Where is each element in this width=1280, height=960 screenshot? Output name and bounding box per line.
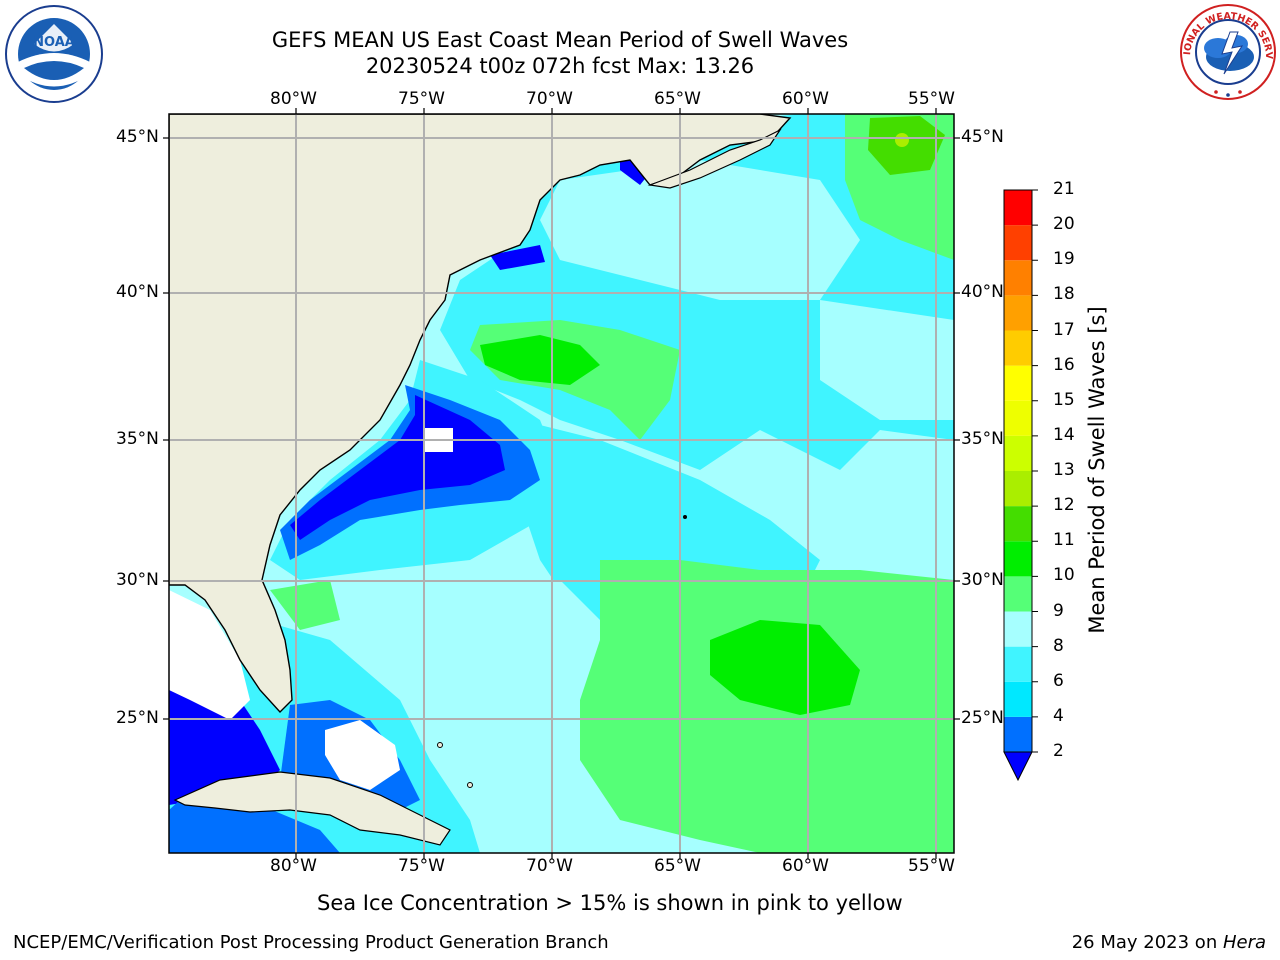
lat-label-left-25n: 25°N [116,708,159,728]
colorbar-tick-label: 15 [1053,389,1075,410]
lon-label-bottom-60w: 60°W [782,856,829,876]
colorbar-segment [1004,260,1032,296]
colorbar-segment [1004,400,1032,436]
colorbar-segment [1004,225,1032,261]
colorbar-segment [1004,365,1032,401]
map-ticks [163,108,960,859]
lat-label-left-30n: 30°N [116,570,159,590]
bahamas-nodata [325,720,400,790]
svg-text:NOAA: NOAA [33,35,75,50]
swell-zone-8-9-mid [540,160,860,300]
colorbar-tick-label: 17 [1053,319,1075,340]
colorbar-tick-label: 18 [1053,284,1075,305]
colorbar-tick-label: 14 [1053,424,1075,445]
footer-credit: NCEP/EMC/Verification Post Processing Pr… [13,932,609,953]
footer-date: 26 May 2023 on Hera [1072,932,1266,953]
map-frame [168,113,955,854]
swell-zone-9-10-coastal [270,580,340,630]
colorbar-segment [1004,611,1032,647]
lon-label-bottom-80w: 80°W [270,856,317,876]
swell-zone-8-9-south [430,580,620,800]
colorbar-tick-label: 2 [1053,741,1064,761]
colorbar-tick-label: 4 [1053,705,1064,726]
map-title: GEFS MEAN US East Coast Mean Period of S… [271,28,849,52]
island-bermuda [683,515,687,519]
colorbar-tick-label: 13 [1053,460,1075,480]
lon-label-top-55w: 55°W [908,89,955,109]
lat-label-right-25n: 25°N [961,708,1004,728]
lat-label-right-30n: 30°N [961,570,1004,590]
swell-zone-0-2-long-island [490,245,545,270]
colorbar-segment [1004,190,1032,226]
colorbar-segment [1004,646,1032,682]
sea-ice-note: Sea Ice Concentration > 15% is shown in … [317,891,903,915]
lat-label-left-35n: 35°N [116,429,159,449]
colorbar-tick-label: 19 [1053,249,1075,270]
island-bahamas-2 [467,782,473,788]
lon-label-top-80w: 80°W [270,89,317,109]
colorbar-tick-label: 9 [1053,600,1064,621]
colorbar-segment [1004,506,1032,542]
swell-zone-0-2-cuba-south [169,800,340,853]
colorbar-tick-label: 6 [1053,670,1064,691]
land-cuba [173,771,451,846]
colorbar-segment [1004,681,1032,717]
map-subtitle: 20230524 t00z 072h fcst Max: 13.26 [365,54,755,78]
colorbar-extend-triangle [1003,751,1033,782]
lat-label-left-40n: 40°N [116,282,159,302]
colorbar-segment [1004,295,1032,331]
lon-label-bottom-75w: 75°W [398,856,445,876]
footer-host: Hera [1222,932,1266,953]
swell-zone-10-11-northeast [868,116,945,175]
swell-zone-10-11-southeast [710,620,860,715]
swell-zone-10-11-midatlantic [480,335,600,385]
graticule [169,114,954,853]
lon-label-top-70w: 70°W [526,89,573,109]
noaa-logo: NOAA [5,5,103,103]
lon-label-bottom-55w: 55°W [908,856,955,876]
lat-label-right-45n: 45°N [961,127,1004,147]
colorbar-segment [1004,435,1032,471]
colorbar-tick-label: 8 [1053,635,1064,656]
colorbar-tick-label: 12 [1053,495,1075,516]
colorbar-tick-label: 20 [1053,214,1075,235]
island-bahamas-1 [437,742,443,748]
colorbar [1003,189,1038,782]
colorbar-tick-label: 16 [1053,354,1075,375]
gulf-nodata [169,590,250,720]
lat-label-right-40n: 40°N [961,282,1004,302]
colorbar-segment [1004,541,1032,577]
lon-label-top-65w: 65°W [654,89,701,109]
colorbar-tick-label: 21 [1053,179,1075,199]
swell-zone-8-9-east [820,300,954,420]
colorbar-segment [1004,716,1032,752]
lon-label-bottom-70w: 70°W [526,856,573,876]
footer-date-text: 26 May 2023 on [1071,932,1223,953]
lon-label-bottom-65w: 65°W [654,856,701,876]
lon-label-top-75w: 75°W [398,89,445,109]
national-weather-service-logo: NATIONAL WEATHER SERVICE [1178,2,1276,100]
colorbar-title: Mean Period of Swell Waves [s] [1085,306,1109,634]
colorbar-tick-label: 11 [1053,530,1075,551]
lon-label-top-60w: 60°W [782,89,829,109]
lat-label-left-45n: 45°N [116,127,159,147]
lat-label-right-35n: 35°N [961,429,1004,449]
swell-zone-0-2-gulf [169,680,280,805]
colorbar-segment [1004,471,1032,507]
colorbar-segment [1004,576,1032,612]
colorbar-segment [1004,330,1032,366]
colorbar-tick-label: 10 [1053,565,1075,586]
swell-zone-max [895,133,909,147]
